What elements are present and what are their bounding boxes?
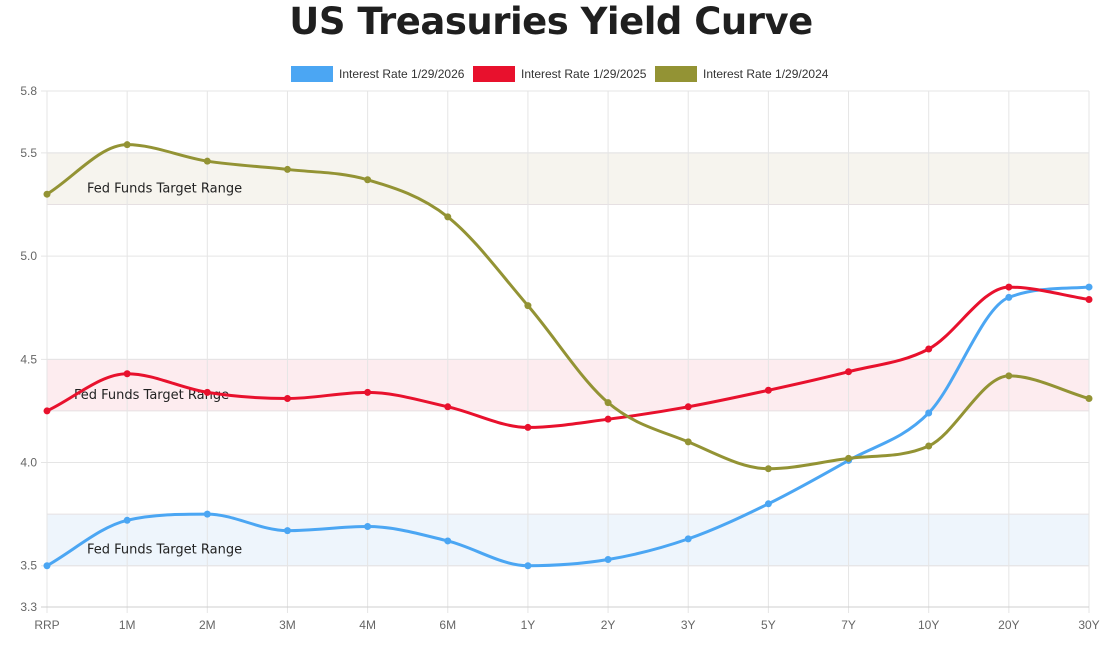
legend-swatch [291, 66, 333, 82]
data-point[interactable] [43, 190, 51, 198]
x-tick-label: 2M [199, 618, 216, 632]
x-tick-label: 6M [439, 618, 456, 632]
chart-title: US Treasuries Yield Curve [289, 0, 813, 43]
legend-label: Interest Rate 1/29/2025 [521, 67, 647, 81]
legend-item[interactable]: Interest Rate 1/29/2024 [655, 66, 829, 82]
series-1 [43, 283, 1093, 570]
legend-label: Interest Rate 1/29/2024 [703, 67, 829, 81]
y-tick-label: 4.5 [20, 352, 37, 366]
data-point[interactable] [1085, 283, 1093, 291]
series-line [45, 143, 1091, 471]
data-point[interactable] [1005, 283, 1013, 291]
data-point[interactable] [524, 562, 532, 570]
axes: 3.3 3.5 4.0 4.5 5.0 5.5 5.8 RRP 1M 2M 3M 4M 6M 1Y 2Y 3Y… [20, 84, 1099, 632]
data-point[interactable] [43, 407, 51, 415]
legend-item[interactable]: Interest Rate 1/29/2025 [473, 66, 647, 82]
data-point[interactable] [444, 403, 452, 411]
data-point[interactable] [684, 403, 692, 411]
data-point[interactable] [524, 302, 532, 310]
x-tick-label: 20Y [998, 618, 1019, 632]
data-point[interactable] [364, 176, 372, 184]
data-point[interactable] [604, 399, 612, 407]
data-point[interactable] [43, 562, 51, 570]
x-tick-label: 30Y [1078, 618, 1099, 632]
data-point[interactable] [1005, 293, 1013, 301]
legend-item[interactable]: Interest Rate 1/29/2026 [291, 66, 465, 82]
series-lines [43, 141, 1093, 570]
x-tick-label: 1Y [521, 618, 536, 632]
data-point[interactable] [604, 415, 612, 423]
x-tick-label: RRP [34, 618, 59, 632]
data-point[interactable] [764, 465, 772, 473]
data-point[interactable] [123, 516, 131, 524]
data-point[interactable] [925, 409, 933, 417]
data-point[interactable] [444, 537, 452, 545]
data-point[interactable] [524, 423, 532, 431]
series-3 [43, 141, 1093, 473]
data-point[interactable] [1005, 372, 1013, 380]
band-label: Fed Funds Target Range [74, 388, 229, 403]
fed-funds-band [47, 514, 1089, 566]
data-point[interactable] [925, 345, 933, 353]
data-point[interactable] [283, 527, 291, 535]
data-point[interactable] [764, 500, 772, 508]
data-point[interactable] [684, 438, 692, 446]
y-tick-label: 5.5 [20, 146, 37, 160]
data-point[interactable] [283, 165, 291, 173]
band-labels: Fed Funds Target Range Fed Funds Target R… [74, 182, 242, 558]
data-point[interactable] [123, 370, 131, 378]
x-tick-label: 10Y [918, 618, 939, 632]
legend-swatch [655, 66, 697, 82]
y-tick-label: 3.5 [20, 559, 37, 573]
legend[interactable]: Interest Rate 1/29/2026 Interest Rate 1/2… [291, 66, 829, 82]
band-label: Fed Funds Target Range [87, 182, 242, 197]
y-tick-label: 5.0 [20, 249, 37, 263]
data-point[interactable] [925, 442, 933, 450]
data-point[interactable] [1085, 395, 1093, 403]
data-point[interactable] [364, 388, 372, 396]
x-tick-label: 5Y [761, 618, 776, 632]
y-tick-label: 3.3 [20, 600, 37, 614]
data-point[interactable] [604, 556, 612, 564]
legend-swatch [473, 66, 515, 82]
x-tick-label: 7Y [841, 618, 856, 632]
y-tick-label: 5.8 [20, 84, 37, 98]
data-point[interactable] [123, 141, 131, 149]
data-point[interactable] [1085, 295, 1093, 303]
x-tick-label: 3M [279, 618, 296, 632]
band-label: Fed Funds Target Range [87, 543, 242, 558]
data-point[interactable] [845, 368, 853, 376]
data-point[interactable] [845, 454, 853, 462]
fed-funds-band [47, 359, 1089, 411]
y-tick-label: 4.0 [20, 456, 37, 470]
x-tick-label: 4M [359, 618, 376, 632]
series-2 [43, 283, 1093, 431]
data-point[interactable] [444, 213, 452, 221]
data-point[interactable] [364, 523, 372, 531]
x-tick-label: 2Y [601, 618, 616, 632]
data-point[interactable] [764, 386, 772, 394]
legend-label: Interest Rate 1/29/2026 [339, 67, 465, 81]
data-point[interactable] [283, 395, 291, 403]
data-point[interactable] [203, 157, 211, 165]
data-point[interactable] [684, 535, 692, 543]
data-point[interactable] [203, 510, 211, 518]
x-tick-label: 1M [119, 618, 136, 632]
data-point[interactable] [203, 388, 211, 396]
x-tick-label: 3Y [681, 618, 696, 632]
